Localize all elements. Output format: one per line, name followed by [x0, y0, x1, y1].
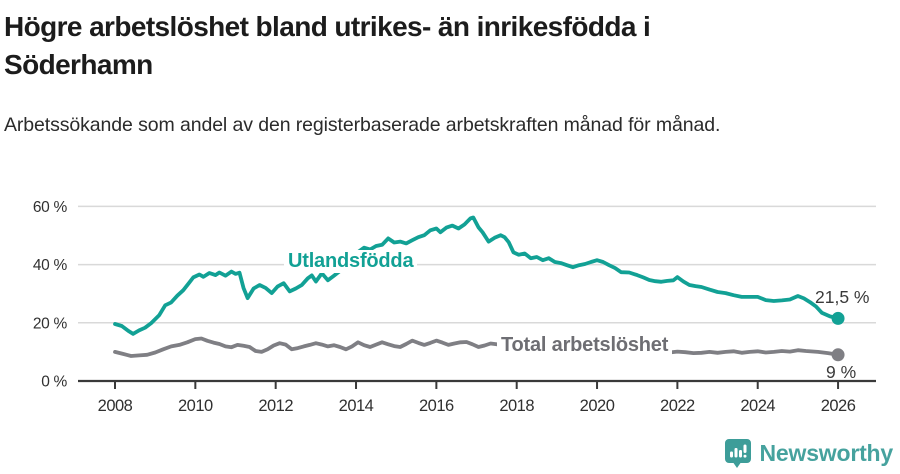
brand-name: Newsworthy: [759, 440, 894, 466]
end-value-label-total: 9 %: [826, 362, 857, 382]
bar-chart-speech-bubble-icon: [724, 439, 751, 468]
y-axis-tick-label: 0 %: [41, 374, 67, 391]
chart-header: Högre arbetslöshet bland utrikes- än inr…: [0, 0, 900, 143]
x-axis-tick-label: 2012: [258, 397, 293, 415]
y-axis-tick-label: 20 %: [33, 315, 68, 332]
end-value-label-utlandsfodda: 21,5 %: [815, 287, 870, 307]
x-axis-tick-label: 2024: [740, 397, 775, 415]
x-axis-tick-label: 2014: [339, 397, 374, 415]
series-label-utlandsfodda: Utlandsfödda: [284, 250, 418, 273]
series-label-total-arbetsloshet: Total arbetslöshet: [497, 334, 673, 357]
series-end-dot-utlandsfodda: [831, 311, 845, 325]
series-end-dot-total: [831, 348, 845, 362]
y-axis-tick-label: 40 %: [33, 257, 68, 274]
x-axis-tick-label: 2026: [821, 397, 856, 415]
x-axis-tick-label: 2022: [660, 397, 695, 415]
chart-subtitle: Arbetssökande som andel av den registerb…: [4, 114, 721, 136]
series-line-total: [113, 336, 840, 358]
x-axis-tick-label: 2016: [419, 397, 454, 415]
x-axis-tick-label: 2018: [499, 397, 534, 415]
series-line-utlandsfodda: [113, 215, 840, 336]
y-axis-tick-label: 60 %: [33, 199, 68, 216]
page-title: Högre arbetslöshet bland utrikes- än inr…: [4, 11, 651, 80]
x-axis-tick-label: 2008: [98, 397, 133, 415]
x-axis-tick-label: 2010: [178, 397, 213, 415]
newsworthy-branding: Newsworthy: [724, 438, 893, 469]
x-axis-tick-label: 2020: [580, 397, 615, 415]
